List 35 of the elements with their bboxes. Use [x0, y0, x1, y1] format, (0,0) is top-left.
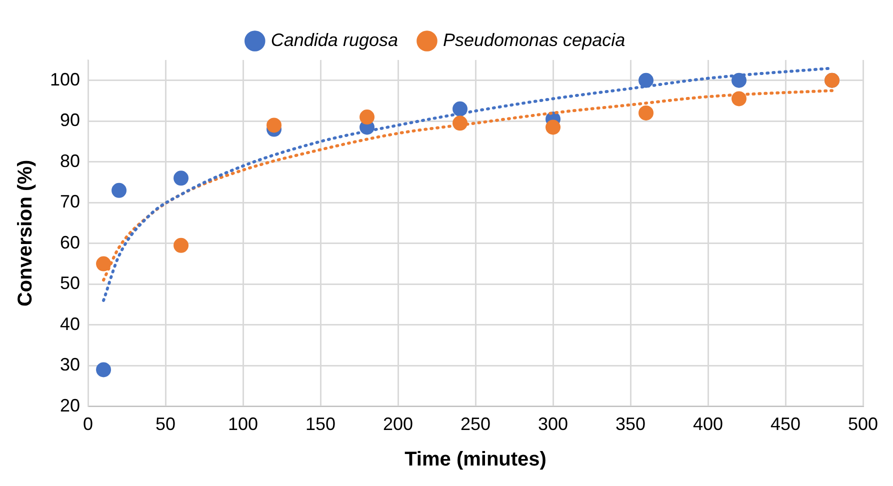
x-tick-label: 150 — [306, 414, 336, 434]
y-tick-label: 40 — [60, 314, 80, 334]
point — [638, 105, 654, 120]
legend-label: Candida rugosa — [270, 30, 398, 50]
x-tick-label: 50 — [156, 414, 176, 434]
point — [638, 72, 654, 88]
y-tick-label: 50 — [60, 273, 80, 294]
point — [112, 182, 127, 198]
legend-label: Pseudomonas cepacia — [442, 30, 626, 50]
x-tick-label: 0 — [83, 414, 94, 434]
x-axis-title: Time (minutes) — [404, 448, 546, 471]
y-tick-label: 100 — [50, 69, 80, 90]
y-tick-label: 30 — [60, 354, 80, 375]
point — [266, 118, 282, 133]
point — [96, 362, 112, 378]
y-axis-title: Conversion (%) — [14, 160, 37, 307]
y-tick-label: 70 — [60, 192, 80, 212]
x-tick-label: 250 — [460, 414, 491, 434]
point — [732, 72, 747, 88]
x-tick-label: 100 — [228, 414, 258, 434]
y-tick-label: 20 — [60, 395, 80, 416]
point — [360, 110, 375, 125]
point — [546, 120, 561, 135]
point — [174, 238, 189, 253]
y-tick-label: 80 — [60, 150, 80, 171]
x-tick-label: 350 — [615, 414, 646, 434]
x-tick-label: 500 — [848, 414, 878, 434]
x-tick-label: 200 — [382, 414, 414, 434]
x-tick-label: 300 — [538, 414, 568, 434]
point — [96, 256, 112, 272]
point — [174, 170, 189, 186]
y-tick-label: 90 — [60, 110, 80, 130]
y-tick-label: 60 — [60, 232, 80, 252]
x-tick-label: 400 — [692, 414, 724, 434]
x-tick-label: 450 — [770, 414, 801, 434]
